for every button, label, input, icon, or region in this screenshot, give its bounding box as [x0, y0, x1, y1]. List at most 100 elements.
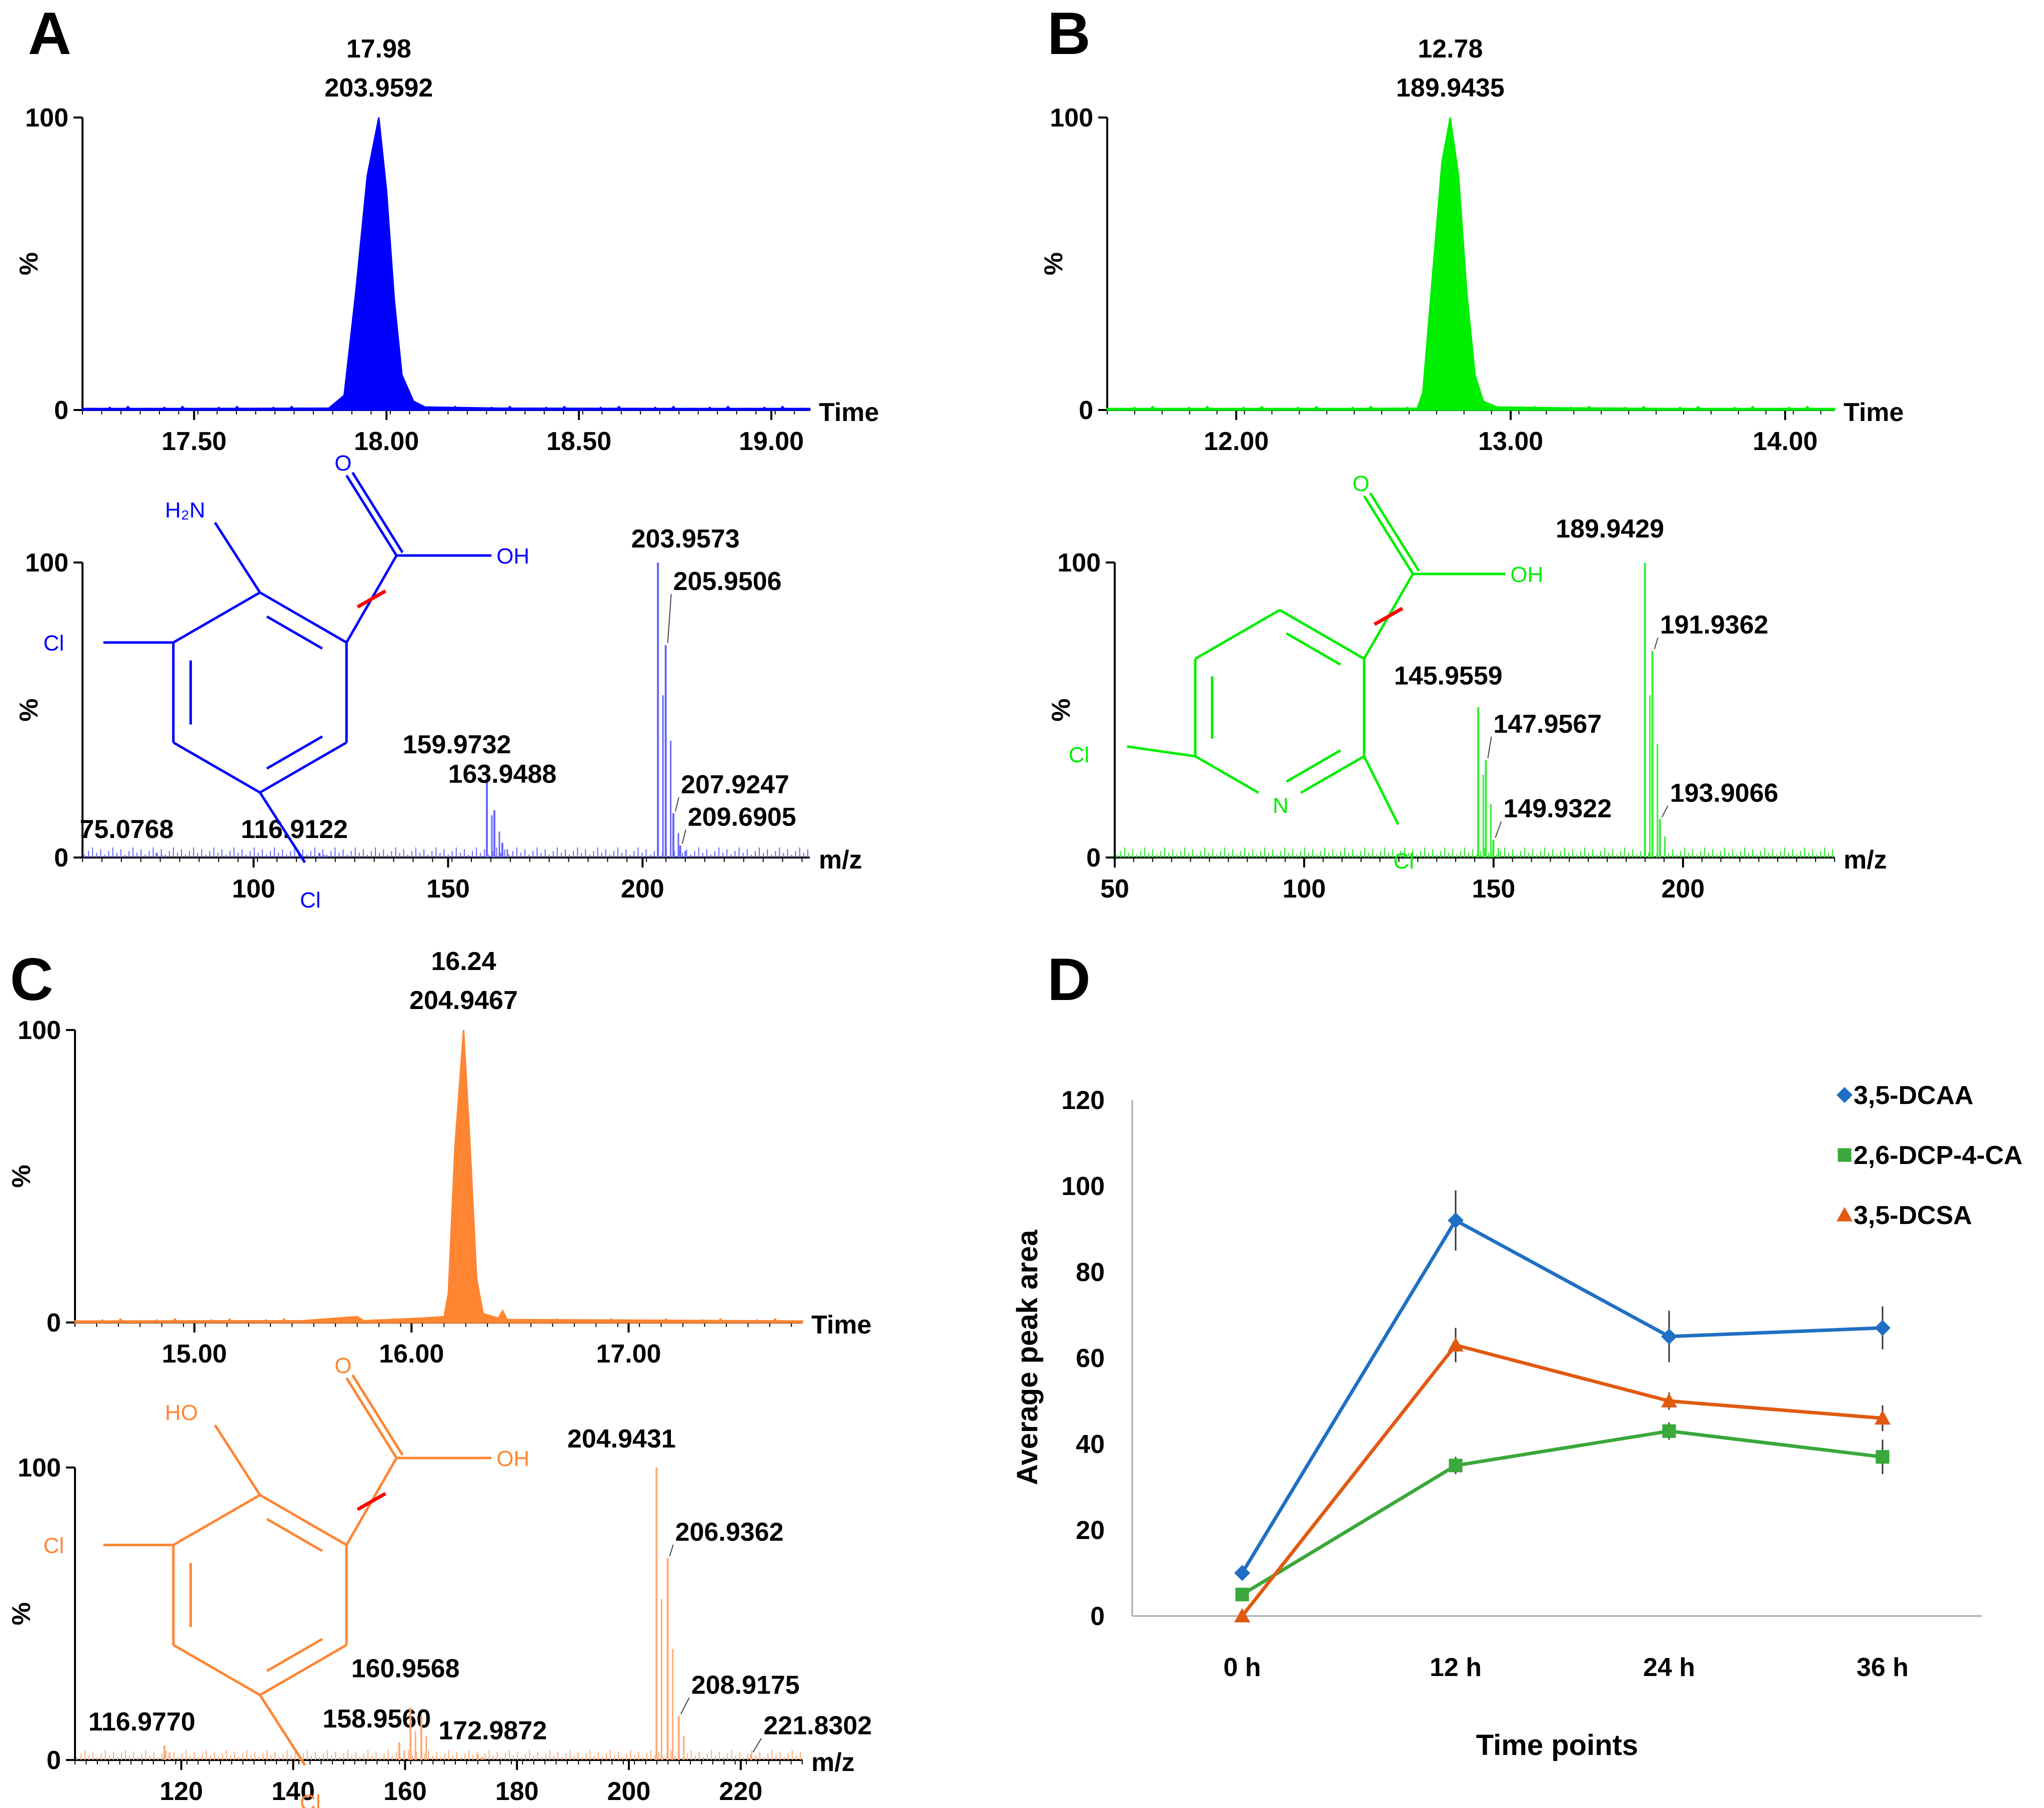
A-spectrum-double-bond — [266, 735, 323, 770]
B-chromatogram-noise-bump — [1658, 408, 1666, 410]
B-chromatogram-noise-bump — [1494, 408, 1503, 410]
A-chromatogram-noise-bump — [760, 406, 769, 410]
C-chromatogram-noise-bump — [316, 1319, 325, 1322]
panel-label-c: C — [10, 946, 53, 1013]
B-spectrum-double-bond — [1286, 749, 1341, 783]
C-chromatogram-noise-bump — [516, 1320, 525, 1322]
B-chromatogram-noise-bump — [1676, 406, 1684, 410]
B-chromatogram-noise-bump — [1530, 406, 1539, 410]
B-chromatogram-noise-bump — [1803, 406, 1812, 410]
A-spectrum-bond — [259, 741, 347, 794]
C-spectrum-cleavage-mark — [356, 1492, 386, 1512]
A-chromatogram-ytick-label-0: 0 — [54, 396, 68, 425]
C-chromatogram-noise-bump — [498, 1318, 506, 1322]
C-spectrum-peak-label: 208.9175 — [691, 1670, 800, 1700]
D-point-marker — [1661, 1328, 1677, 1344]
B-spectrum-peak-label: 145.9559 — [1394, 662, 1503, 690]
B-chromatogram-noise-bump — [1239, 406, 1248, 410]
C-chromatogram-noise-bump — [571, 1320, 579, 1322]
B-spectrum-peak-label: 149.9322 — [1503, 794, 1612, 824]
C-chromatogram-noise-bump — [625, 1320, 634, 1322]
B-spectrum-peak-label: 191.9362 — [1660, 610, 1769, 640]
B-spectrum-peak-leader — [1661, 805, 1669, 818]
C-chromatogram-noise-bump — [152, 1319, 161, 1322]
A-spectrum-peak-leader — [681, 830, 686, 844]
B-chromatogram-noise-bump — [1385, 408, 1393, 410]
C-chromatogram-noise-bump — [643, 1319, 652, 1322]
C-chromatogram-noise-bump — [298, 1320, 306, 1322]
B-chromatogram-noise-bump — [1785, 406, 1794, 410]
D-ytick-label: 40 — [1076, 1430, 1105, 1459]
D-xlabel: Time points — [1476, 1729, 1638, 1762]
A-chromatogram-noise-bump — [705, 406, 714, 410]
C-chromatogram-noise-bump — [243, 1320, 252, 1322]
D-ytick-label: 0 — [1090, 1602, 1105, 1631]
A-spectrum-atom-label: O — [334, 451, 351, 476]
panel-label-b: B — [1047, 0, 1091, 67]
A-chromatogram-ylabel: % — [14, 252, 43, 275]
A-spectrum-atom-label: H₂N — [165, 498, 205, 522]
B-spectrum-ytick-label-100: 100 — [1057, 548, 1101, 578]
B-spectrum-bond — [1194, 608, 1281, 660]
C-spectrum-bond — [259, 1494, 347, 1546]
B-chromatogram-noise-bump — [1330, 408, 1339, 410]
A-spectrum-peak-label: 163.9488 — [448, 760, 556, 789]
C-chromatogram-noise-bump — [352, 1320, 361, 1322]
C-chromatogram-noise-bump — [189, 1320, 197, 1322]
C-chromatogram-xtick-label: 17.00 — [596, 1340, 661, 1368]
D-legend-label: 2,6-DCP-4-CA — [1854, 1141, 2023, 1170]
D-point-marker — [1234, 1608, 1250, 1622]
C-chromatogram-noise-bump — [116, 1318, 124, 1322]
D-point-marker — [1448, 1337, 1464, 1352]
C-spectrum-atom-label: HO — [165, 1400, 198, 1425]
B-chromatogram-noise-bump — [1294, 406, 1302, 410]
B-chromatogram-noise-bump — [1130, 406, 1139, 410]
panel-label-d: D — [1047, 946, 1091, 1013]
D-point-marker — [1449, 1458, 1463, 1472]
A-chromatogram-noise-bump — [251, 408, 259, 410]
C-chromatogram-xtick-label: 15.00 — [162, 1340, 227, 1368]
D-ytick-label: 120 — [1061, 1086, 1105, 1115]
D-legend-label: 3,5-DCAA — [1854, 1081, 1974, 1110]
B-spectrum-xlabel: m/z — [1844, 846, 1887, 874]
A-spectrum-peak-label: 116.9122 — [241, 815, 348, 844]
C-chromatogram-ylabel: % — [7, 1164, 36, 1188]
A-chromatogram-noise-bump — [615, 406, 623, 410]
B-chromatogram-noise-bump — [1730, 406, 1739, 410]
D-point-marker — [1662, 1424, 1676, 1438]
A-chromatogram-noise-bump — [796, 408, 805, 410]
C-spectrum-bond — [172, 1644, 261, 1696]
A-spectrum-xtick-label: 150 — [426, 874, 470, 904]
B-spectrum-atom-label: OH — [1510, 562, 1543, 587]
A-chromatogram-noise-bump — [123, 406, 132, 410]
B-spectrum-peak-label: 189.9429 — [1556, 514, 1664, 544]
B-spectrum-peak-leader — [1495, 821, 1502, 838]
D-point-marker — [1876, 1450, 1890, 1464]
D-series-2: 3,5-DCSA — [1234, 1201, 1972, 1622]
C-chromatogram-noise-bump — [280, 1318, 288, 1322]
A-spectrum-peak-label: 159.9732 — [403, 730, 511, 760]
B-spectrum-xtick-label: 150 — [1472, 874, 1516, 904]
A-chromatogram-noise-bump — [433, 406, 441, 410]
C-spectrum-peak-label: 221.8302 — [763, 1711, 872, 1740]
A-chromatogram-noise-bump — [160, 406, 168, 410]
B-spectrum-peak-leader — [1487, 736, 1492, 758]
B-chromatogram-noise-bump — [1167, 408, 1175, 410]
C-chromatogram-noise-bump — [607, 1318, 616, 1322]
C-chromatogram-ytick-label-100: 100 — [17, 1016, 61, 1045]
B-spectrum-xtick-label: 200 — [1661, 874, 1705, 904]
A-chromatogram-noise-bump — [578, 408, 587, 410]
C-spectrum-xtick-label: 180 — [495, 1777, 539, 1806]
B-chromatogram-noise-bump — [1276, 408, 1284, 410]
C-chromatogram-noise-bump — [789, 1320, 797, 1322]
C-spectrum-bond — [345, 1377, 398, 1459]
chart-layer: 100 0% Time 17.50 18.00 18.50 19.00 17.98 203.95… — [7, 34, 2023, 1808]
A-spectrum-peak-label: 203.9573 — [631, 524, 740, 554]
B-spectrum-bond — [1279, 608, 1365, 660]
A-chromatogram-xtick-label: 17.50 — [161, 427, 226, 456]
C-spectrum-peak-label: 158.9560 — [322, 1704, 431, 1734]
A-chromatogram-noise-bump — [233, 406, 241, 410]
A-spectrum-xlabel: m/z — [819, 846, 862, 874]
A-spectrum-peak-leader — [667, 594, 672, 644]
